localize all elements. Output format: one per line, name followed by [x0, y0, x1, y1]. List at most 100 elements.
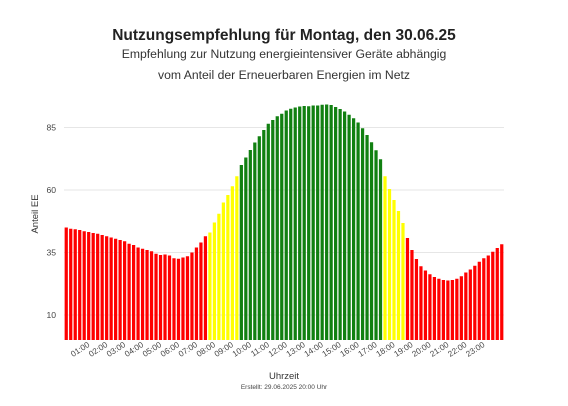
x-tick-label: 22:00 [446, 340, 468, 359]
bar [401, 223, 405, 340]
bar [230, 186, 234, 340]
bar [127, 243, 131, 340]
bar [105, 236, 109, 340]
x-tick-label: 08:00 [195, 340, 217, 359]
x-tick-label: 23:00 [464, 340, 486, 359]
bar [145, 250, 149, 340]
bar [311, 105, 315, 340]
y-tick-labels: 10 35 60 85 [46, 123, 56, 321]
x-tick-label: 21:00 [428, 340, 450, 359]
x-tick-label: 11:00 [249, 340, 271, 359]
bar [118, 240, 122, 340]
x-tick-label: 05:00 [141, 340, 163, 359]
bar [185, 256, 190, 340]
bar [158, 255, 163, 340]
bar [203, 236, 208, 340]
x-tick-label: 09:00 [213, 340, 235, 359]
bar [302, 106, 306, 340]
x-axis-label: Uhrzeit [269, 371, 299, 382]
bar [468, 269, 472, 340]
bar [298, 106, 302, 340]
bar [226, 195, 230, 340]
bar [482, 258, 486, 340]
bar [149, 251, 154, 340]
bar [500, 244, 504, 340]
y-tick-label: 10 [46, 310, 56, 320]
bar [123, 241, 127, 340]
bar [491, 251, 495, 340]
bar [343, 111, 347, 340]
bar [82, 231, 86, 340]
bar [356, 122, 360, 340]
bar [325, 104, 329, 340]
x-tick-label: 01:00 [69, 340, 91, 359]
x-tick-label: 12:00 [267, 340, 289, 359]
bar [378, 159, 383, 340]
bar [172, 258, 176, 340]
bar [383, 176, 387, 340]
bar [64, 227, 68, 340]
bar [208, 232, 212, 340]
bar [486, 255, 490, 340]
x-tick-label: 14:00 [303, 340, 325, 359]
x-tick-label: 03:00 [105, 340, 127, 359]
bar [365, 135, 369, 340]
bar [235, 176, 239, 340]
bar [351, 118, 356, 340]
bar [387, 189, 392, 340]
x-tick-label: 17:00 [357, 340, 379, 359]
bar [262, 130, 266, 340]
bar [392, 200, 396, 340]
bar [432, 277, 437, 340]
bar [87, 232, 91, 340]
bar [419, 266, 423, 340]
bar [96, 233, 100, 340]
creation-timestamp: Erstellt: 29.06.2025 20:00 Uhr [240, 384, 328, 391]
bar [428, 274, 432, 340]
bar [405, 238, 410, 340]
bar [473, 265, 477, 340]
x-tick-label: 20:00 [410, 340, 432, 359]
bar [495, 248, 499, 340]
bar [334, 107, 338, 340]
bar [455, 278, 459, 340]
bar [275, 116, 279, 340]
bar [136, 247, 140, 340]
y-tick-label: 60 [46, 185, 56, 195]
bar [154, 253, 158, 340]
bar [307, 106, 311, 340]
bar [284, 110, 288, 340]
bar [280, 113, 284, 340]
bar [181, 257, 185, 340]
x-tick-label: 19:00 [392, 340, 414, 359]
bar [257, 136, 261, 340]
x-tick-label: 13:00 [285, 340, 307, 359]
bar [167, 255, 172, 340]
bar [316, 105, 320, 340]
bar [477, 261, 481, 340]
bar [446, 280, 450, 340]
bar [91, 233, 95, 340]
bar [338, 109, 342, 340]
bar [78, 230, 82, 340]
bar [414, 259, 419, 340]
bar [374, 150, 378, 340]
bar [114, 238, 118, 340]
bar [131, 245, 136, 340]
bar [266, 123, 270, 340]
bar [441, 280, 445, 340]
chart-subtitle-line-2: vom Anteil der Erneuerbaren Energien im … [157, 68, 410, 82]
bar [163, 254, 167, 340]
bar [221, 202, 225, 340]
bar [199, 242, 203, 340]
bars [64, 104, 504, 340]
bar [329, 105, 333, 340]
x-tick-label: 16:00 [339, 340, 361, 359]
bar [289, 108, 293, 340]
y-tick-label: 35 [46, 248, 56, 258]
bar [109, 237, 113, 340]
bar [194, 247, 199, 340]
bar [450, 280, 454, 340]
bar [190, 252, 194, 340]
bar [293, 107, 297, 340]
